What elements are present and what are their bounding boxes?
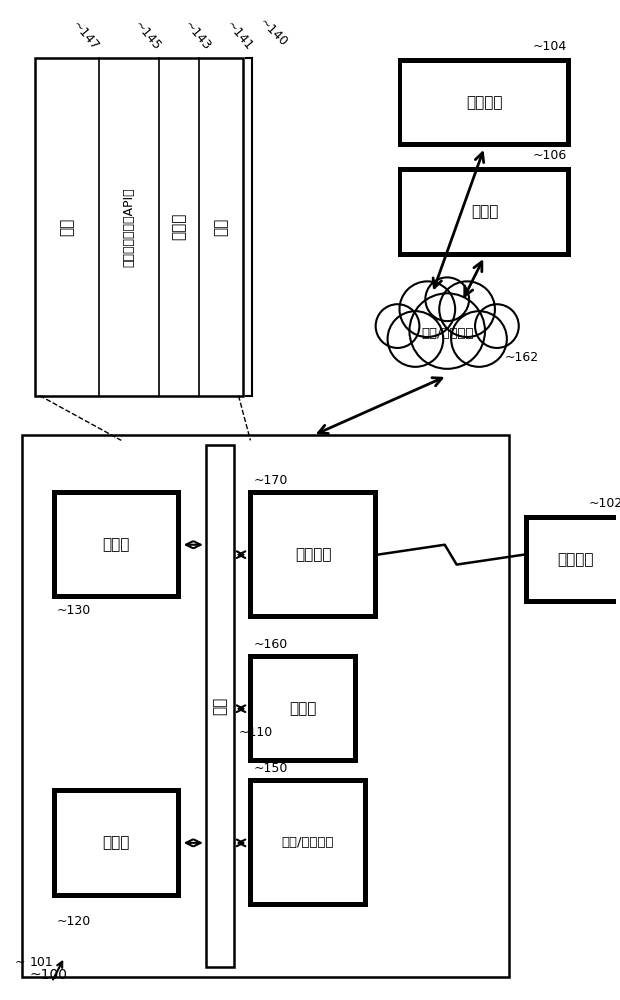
Text: 存储器: 存储器 xyxy=(102,537,130,552)
Bar xyxy=(254,783,363,902)
Bar xyxy=(254,495,373,614)
Circle shape xyxy=(409,293,485,369)
Bar xyxy=(524,515,620,604)
Text: ~162: ~162 xyxy=(505,351,539,364)
Text: 电子装置: 电子装置 xyxy=(466,95,503,110)
Bar xyxy=(206,445,234,967)
Bar xyxy=(397,167,572,257)
Bar xyxy=(249,490,378,619)
Circle shape xyxy=(425,277,469,321)
Text: 中间件: 中间件 xyxy=(171,213,187,240)
Text: 电子装置: 电子装置 xyxy=(557,552,594,567)
Bar xyxy=(249,778,368,907)
Bar xyxy=(35,58,244,396)
Text: 总线: 总线 xyxy=(212,697,227,715)
Circle shape xyxy=(399,281,455,337)
Text: 通信模块: 通信模块 xyxy=(294,547,331,562)
Text: ~143: ~143 xyxy=(181,18,213,53)
Text: ~106: ~106 xyxy=(532,149,567,162)
Text: ~120: ~120 xyxy=(56,915,91,928)
Text: ~147: ~147 xyxy=(69,18,101,53)
Text: ~140: ~140 xyxy=(257,16,290,50)
Text: ~141: ~141 xyxy=(223,18,255,53)
Text: ~110: ~110 xyxy=(239,726,273,739)
Circle shape xyxy=(376,304,419,348)
Text: 处理器: 处理器 xyxy=(102,835,130,850)
Text: ~170: ~170 xyxy=(254,474,288,487)
Bar xyxy=(22,435,509,977)
Text: ~145: ~145 xyxy=(131,18,163,53)
Bar xyxy=(402,63,567,142)
Bar xyxy=(249,654,358,763)
Text: 有线/无线通信: 有线/无线通信 xyxy=(421,327,474,340)
Bar xyxy=(529,520,620,599)
Bar xyxy=(56,495,176,594)
Text: 显示器: 显示器 xyxy=(290,701,317,716)
Text: ~: ~ xyxy=(14,956,25,969)
Text: ~130: ~130 xyxy=(56,604,91,617)
Text: 应用: 应用 xyxy=(60,218,74,236)
Text: ~100: ~100 xyxy=(30,968,68,982)
Bar xyxy=(51,788,181,898)
Text: ~150: ~150 xyxy=(254,762,288,775)
Text: ~104: ~104 xyxy=(532,40,567,53)
Circle shape xyxy=(388,311,443,367)
Text: ~160: ~160 xyxy=(254,638,288,651)
Bar xyxy=(402,172,567,252)
Circle shape xyxy=(439,281,495,337)
Text: ~102: ~102 xyxy=(589,497,620,510)
Text: 输入/输出接口: 输入/输出接口 xyxy=(282,836,334,849)
Circle shape xyxy=(451,311,507,367)
Bar xyxy=(254,659,353,758)
Bar xyxy=(397,58,572,147)
Text: 内核: 内核 xyxy=(214,218,229,236)
Text: 服务器: 服务器 xyxy=(471,204,498,219)
Text: 101: 101 xyxy=(30,956,53,969)
Circle shape xyxy=(475,304,519,348)
Bar xyxy=(51,490,181,599)
Bar xyxy=(56,793,176,893)
Text: 应用编程接口（API）: 应用编程接口（API） xyxy=(123,187,136,267)
